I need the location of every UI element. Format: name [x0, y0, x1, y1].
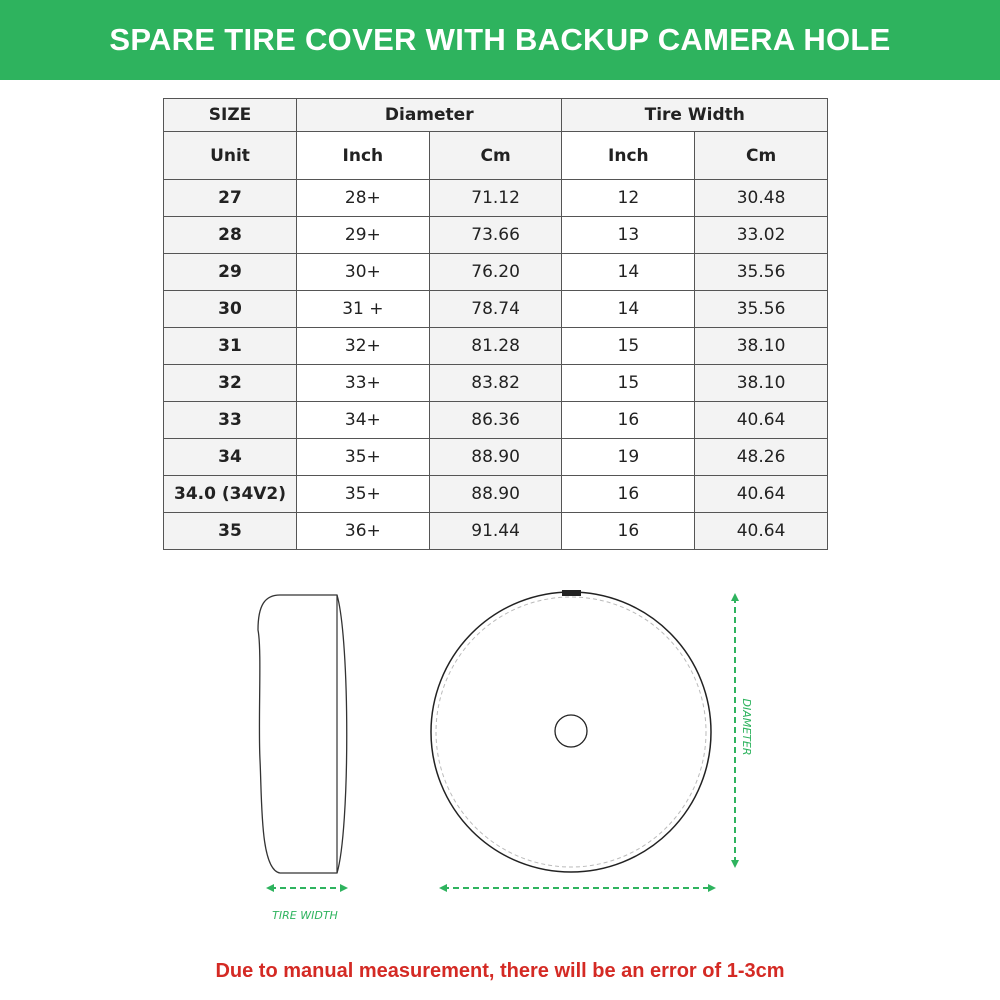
size-cell: 32 — [162, 364, 298, 402]
size-cell: 29 — [162, 253, 298, 291]
group-header-row: SIZE Diameter Tire Width — [162, 98, 828, 132]
diameter-cm-cell: 76.20 — [428, 253, 563, 291]
width-inch-header: Inch — [561, 131, 696, 180]
width-cm-cell: 38.10 — [694, 327, 828, 365]
size-cell: 31 — [162, 327, 298, 365]
width-cm-cell: 40.64 — [694, 512, 828, 550]
table-row: 29 30+ 76.20 14 35.56 — [162, 253, 828, 291]
diameter-inch-cell: 32+ — [296, 327, 430, 365]
width-cm-cell: 33.02 — [694, 216, 828, 254]
tire-side-view — [257, 594, 348, 874]
size-cell: 35 — [162, 512, 298, 550]
width-inch-cell: 16 — [561, 512, 696, 550]
diameter-cm-cell: 88.90 — [428, 438, 563, 476]
width-inch-cell: 16 — [561, 475, 696, 513]
width-cm-cell: 30.48 — [694, 179, 828, 217]
table-row: 27 28+ 71.12 12 30.48 — [162, 179, 828, 217]
diameter-cm-cell: 83.82 — [428, 364, 563, 402]
width-inch-cell: 15 — [561, 327, 696, 365]
diameter-cm-cell: 88.90 — [428, 475, 563, 513]
diameter-inch-cell: 36+ — [296, 512, 430, 550]
table-row: 34 35+ 88.90 19 48.26 — [162, 438, 828, 476]
diameter-inch-cell: 35+ — [296, 438, 430, 476]
width-inch-cell: 14 — [561, 253, 696, 291]
table-row: 35 36+ 91.44 16 40.64 — [162, 512, 828, 550]
table-row: 34.0 (34V2) 35+ 88.90 16 40.64 — [162, 475, 828, 513]
diameter-inch-cell: 34+ — [296, 401, 430, 439]
size-cell: 33 — [162, 401, 298, 439]
diameter-cm-cell: 91.44 — [428, 512, 563, 550]
diameter-inch-cell: 33+ — [296, 364, 430, 402]
size-cell: 34.0 (34V2) — [162, 475, 298, 513]
diameter-cm-cell: 86.36 — [428, 401, 563, 439]
title-banner: SPARE TIRE COVER WITH BACKUP CAMERA HOLE — [0, 0, 1000, 80]
diameter-inch-cell: 30+ — [296, 253, 430, 291]
table-row: 28 29+ 73.66 13 33.02 — [162, 216, 828, 254]
diameter-inch-cell: 35+ — [296, 475, 430, 513]
table-row: 31 32+ 81.28 15 38.10 — [162, 327, 828, 365]
width-inch-cell: 16 — [561, 401, 696, 439]
width-cm-cell: 35.56 — [694, 290, 828, 328]
size-cell: 27 — [162, 179, 298, 217]
table-row: 30 31 +78.74 14 35.56 — [162, 290, 828, 328]
size-cell: 28 — [162, 216, 298, 254]
size-table: SIZE Diameter Tire Width Unit Inch Cm In… — [162, 98, 828, 550]
table-row: 33 34+ 86.36 16 40.64 — [162, 401, 828, 439]
unit-header: Unit — [162, 131, 298, 180]
diameter-cm-header: Cm — [428, 131, 563, 180]
width-cm-cell: 40.64 — [694, 475, 828, 513]
tire-width-header: Tire Width — [561, 98, 828, 132]
width-cm-header: Cm — [694, 131, 828, 180]
tire-front-view — [430, 590, 712, 873]
diameter-cm-cell: 71.12 — [428, 179, 563, 217]
width-cm-cell: 48.26 — [694, 438, 828, 476]
table-row: 32 33+ 83.82 15 38.10 — [162, 364, 828, 402]
diameter-cm-cell: 81.28 — [428, 327, 563, 365]
diameter-label: DIAMETER — [740, 699, 753, 756]
camera-slot — [562, 590, 581, 596]
diameter-cm-cell: 73.66 — [428, 216, 563, 254]
width-cm-cell: 38.10 — [694, 364, 828, 402]
size-cell: 30 — [162, 290, 298, 328]
diameter-header: Diameter — [296, 98, 563, 132]
camera-hole — [554, 714, 588, 748]
tire-width-label: TIRE WIDTH — [272, 909, 338, 922]
diameter-cm-cell: 78.74 — [428, 290, 563, 328]
sub-header-row: Unit Inch Cm Inch Cm — [162, 131, 828, 180]
size-header: SIZE — [162, 98, 298, 132]
diameter-inch-header: Inch — [296, 131, 430, 180]
measurement-note: Due to manual measurement, there will be… — [215, 960, 785, 982]
